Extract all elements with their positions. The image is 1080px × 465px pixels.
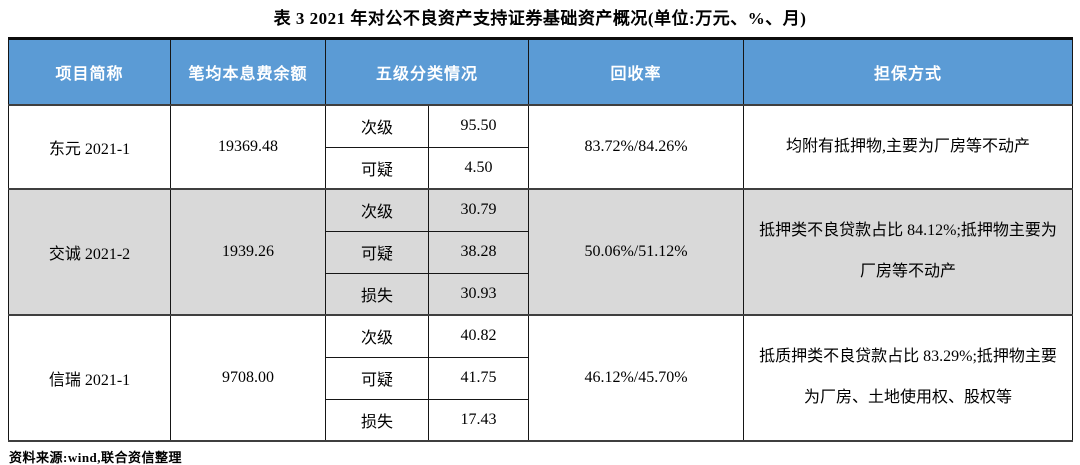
grade-cell: 可疑 [325,230,429,274]
grade-cell: 可疑 [325,356,429,400]
recovery-rate-cell: 46.12%/45.70% [528,314,745,442]
project-cell: 信瑞 2021-1 [8,314,171,442]
table-row: 可疑 41.75 [9,356,1073,400]
recovery-rate-cell: 50.06%/51.12% [528,188,745,316]
project-cell: 交诚 2021-2 [8,188,171,316]
col-header-classification: 五级分类情况 [324,37,530,106]
avg-balance-cell: 9708.00 [170,314,326,442]
col-header-project: 项目简称 [8,37,171,106]
grade-cell: 损失 [325,272,429,316]
guarantee-cell: 抵押类不良贷款占比 84.12%;抵押物主要为厂房等不动产 [743,188,1074,316]
grade-value-cell: 38.28 [427,230,530,274]
table-row: 信瑞 2021-1 9708.00 次级 40.82 46.12%/45.70%… [8,314,1074,442]
source-note: 资料来源:wind,联合资信整理 [9,450,183,465]
table-row: 损失 17.43 [9,398,1073,442]
col-header-avg-balance: 笔均本息费余额 [170,37,326,106]
grade-value-cell: 4.50 [427,146,530,190]
table-row: 可疑 38.28 [9,230,1073,274]
table-row: 损失 30.93 [9,272,1073,316]
grade-value-cell: 41.75 [427,356,530,400]
table-row: 交诚 2021-2 1939.26 次级 30.79 50.06%/51.12%… [8,188,1074,316]
grade-cell: 次级 [325,104,429,148]
guarantee-cell: 均附有抵押物,主要为厂房等不动产 [743,104,1074,190]
grade-cell: 可疑 [325,146,429,190]
avg-balance-cell: 19369.48 [170,104,326,190]
grade-value-cell: 17.43 [427,398,530,442]
table-title: 表 3 2021 年对公不良资产支持证券基础资产概况(单位:万元、%、月) [273,9,807,28]
table-row: 可疑 4.50 [9,146,1073,190]
grade-cell: 损失 [325,398,429,442]
grade-cell: 次级 [325,188,429,232]
grade-value-cell: 95.50 [427,104,530,148]
col-header-recovery-rate: 回收率 [528,37,745,106]
guarantee-cell: 抵质押类不良贷款占比 83.29%;抵押物主要为厂房、土地使用权、股权等 [743,314,1074,442]
asset-table: 项目简称 笔均本息费余额 五级分类情况 回收率 担保方式 东元 2021-1 1… [8,37,1074,442]
col-header-guarantee: 担保方式 [743,37,1074,106]
recovery-rate-cell: 83.72%/84.26% [528,104,745,190]
grade-value-cell: 30.93 [427,272,530,316]
table-header-row: 项目简称 笔均本息费余额 五级分类情况 回收率 担保方式 [8,37,1074,106]
grade-cell: 次级 [325,314,429,358]
table-row: 东元 2021-1 19369.48 次级 95.50 83.72%/84.26… [8,104,1074,190]
grade-value-cell: 30.79 [427,188,530,232]
avg-balance-cell: 1939.26 [170,188,326,316]
grade-value-cell: 40.82 [427,314,530,358]
project-cell: 东元 2021-1 [8,104,171,190]
